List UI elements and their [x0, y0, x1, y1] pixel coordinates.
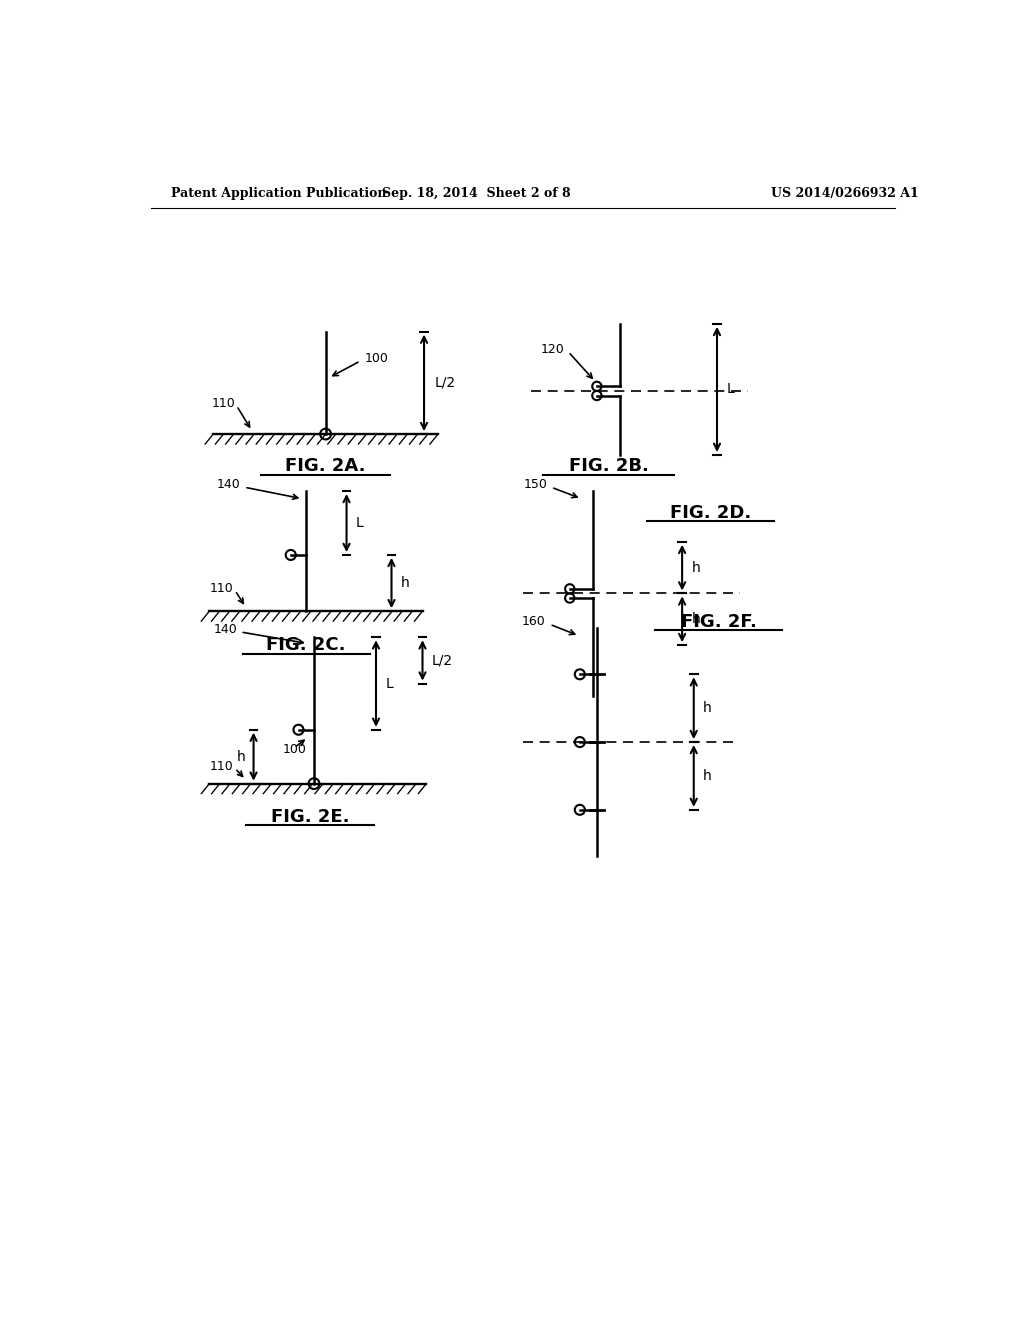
Text: 100: 100	[365, 352, 388, 366]
Text: 100: 100	[283, 743, 307, 756]
Text: L: L	[385, 677, 393, 690]
Text: 140: 140	[217, 478, 241, 491]
Text: h: h	[703, 701, 712, 715]
Text: FIG. 2D.: FIG. 2D.	[670, 504, 752, 521]
Text: US 2014/0266932 A1: US 2014/0266932 A1	[771, 186, 919, 199]
Text: 110: 110	[209, 582, 233, 594]
Text: L: L	[356, 516, 364, 531]
Text: FIG. 2B.: FIG. 2B.	[568, 458, 648, 475]
Text: 120: 120	[541, 343, 564, 356]
Text: h: h	[400, 576, 410, 590]
Text: Sep. 18, 2014  Sheet 2 of 8: Sep. 18, 2014 Sheet 2 of 8	[382, 186, 571, 199]
Text: FIG. 2C.: FIG. 2C.	[266, 636, 346, 653]
Text: h: h	[691, 561, 700, 574]
Text: L: L	[727, 383, 735, 396]
Text: 110: 110	[209, 760, 233, 774]
Text: FIG. 2F.: FIG. 2F.	[681, 612, 757, 631]
Text: 110: 110	[212, 397, 236, 409]
Text: L/2: L/2	[432, 653, 453, 668]
Text: h: h	[237, 750, 246, 764]
Text: FIG. 2A.: FIG. 2A.	[286, 458, 366, 475]
Text: Patent Application Publication: Patent Application Publication	[171, 186, 386, 199]
Text: L/2: L/2	[434, 376, 456, 389]
Text: h: h	[703, 770, 712, 783]
Text: FIG. 2E.: FIG. 2E.	[271, 808, 349, 826]
Text: 150: 150	[523, 478, 547, 491]
Text: 140: 140	[213, 623, 237, 636]
Text: 160: 160	[521, 615, 546, 628]
Text: h: h	[691, 612, 700, 626]
